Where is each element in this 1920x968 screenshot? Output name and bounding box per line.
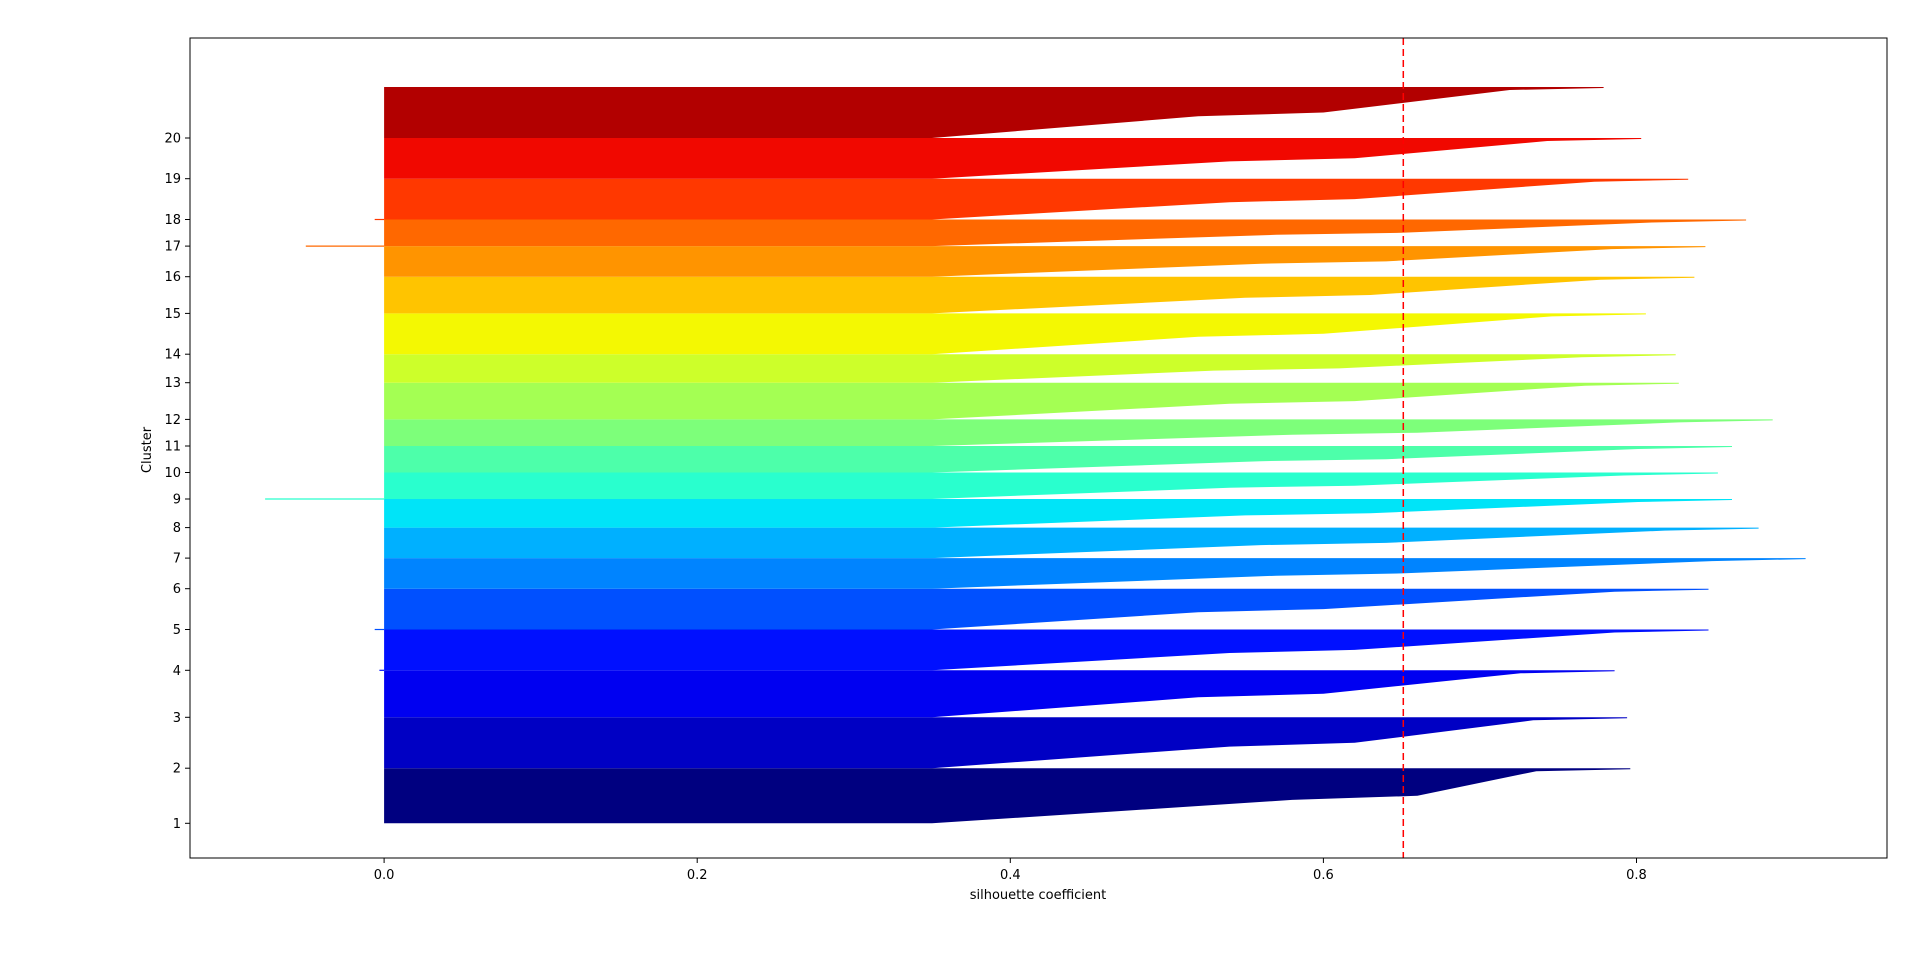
plot-frame [189, 37, 1888, 859]
y-tick-label: 2 [173, 762, 181, 777]
x-tick-label: 0.6 [1313, 868, 1334, 883]
y-tick-label: 3 [173, 711, 181, 726]
y-tick-label: 20 [164, 132, 181, 147]
y-tick-label: 14 [164, 348, 181, 363]
y-tick-label: 17 [164, 240, 181, 255]
y-tick-label: 11 [164, 440, 181, 455]
x-axis-ticks: 0.0 0.2 0.4 0.6 0.8 [374, 858, 1647, 883]
cluster-3-silhouette [384, 670, 1615, 718]
x-tick-label: 0.4 [1000, 868, 1021, 883]
cluster-9-silhouette [384, 472, 1718, 499]
cluster-15-silhouette [384, 276, 1695, 314]
x-axis-label: silhouette coefficient [970, 888, 1107, 903]
y-tick-label: 4 [173, 664, 181, 679]
y-tick-label: 8 [173, 521, 181, 536]
cluster-18-silhouette [384, 178, 1689, 220]
y-tick-label: 9 [173, 493, 181, 508]
cluster-12-silhouette [384, 382, 1679, 420]
y-tick-label: 16 [164, 270, 181, 285]
cluster-1-silhouette [384, 768, 1631, 824]
plot-area [265, 87, 1806, 824]
cluster-17-silhouette [384, 219, 1747, 247]
y-tick-label: 13 [164, 376, 181, 391]
x-tick-label: 0.8 [1626, 868, 1647, 883]
cluster-8-silhouette [384, 499, 1733, 528]
x-tick-label: 0.2 [687, 868, 708, 883]
y-tick-label: 5 [173, 623, 181, 638]
cluster-5-silhouette [384, 588, 1709, 630]
cluster-6-silhouette [384, 558, 1806, 589]
cluster-2-silhouette [384, 717, 1628, 769]
y-axis-label: Cluster [140, 426, 155, 473]
y-tick-label: 6 [173, 582, 181, 597]
y-tick-label: 19 [164, 172, 181, 187]
cluster-19-silhouette [384, 138, 1642, 179]
y-tick-label: 18 [164, 213, 181, 228]
cluster-16-silhouette [384, 246, 1706, 277]
y-tick-label: 10 [164, 466, 181, 481]
cluster-10-silhouette [384, 446, 1733, 473]
cluster-13-silhouette [384, 354, 1676, 383]
y-tick-label: 12 [164, 413, 181, 428]
cluster-7-silhouette [384, 527, 1759, 559]
cluster-14-silhouette [384, 313, 1646, 355]
cluster-4-silhouette [384, 629, 1709, 671]
x-tick-label: 0.0 [374, 868, 395, 883]
y-tick-label: 15 [164, 307, 181, 322]
y-tick-label: 1 [173, 817, 181, 832]
cluster-11-silhouette [384, 419, 1773, 446]
y-tick-label: 7 [173, 552, 181, 567]
cluster-20-silhouette [384, 87, 1604, 138]
